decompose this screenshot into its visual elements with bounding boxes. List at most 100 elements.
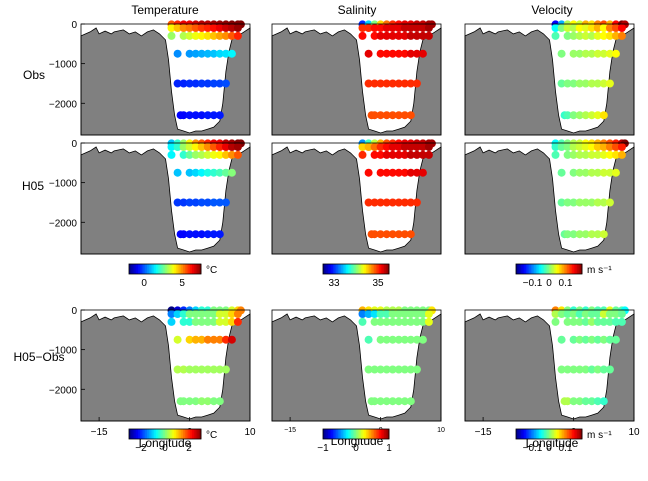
y-tick-label: 0	[71, 306, 77, 317]
colorbar-frame	[322, 428, 390, 440]
data-point	[376, 230, 385, 239]
colorbar-swatch	[351, 429, 354, 439]
column-title-salinity: Salinity	[338, 3, 377, 17]
data-point	[203, 335, 212, 344]
colorbar-salinity-diff: −1 0 1	[317, 428, 392, 454]
data-point	[605, 31, 614, 40]
seafloor-bathymetry	[80, 146, 251, 255]
data-point	[593, 31, 602, 40]
colorbar-swatch	[375, 264, 378, 274]
colorbar-swatch	[532, 429, 535, 439]
colorbar-tick-label: 0	[546, 443, 552, 454]
data-point	[215, 111, 224, 120]
colorbar-tick-label: 1	[386, 443, 392, 454]
data-point	[358, 310, 367, 318]
y-tick-label: −1000	[49, 179, 78, 190]
colorbar-swatch	[532, 264, 535, 274]
data-point	[203, 310, 212, 318]
data-point	[593, 150, 602, 159]
data-point	[394, 365, 403, 374]
colorbar-swatch	[357, 429, 360, 439]
colorbar-swatch	[190, 264, 193, 274]
colorbar-swatch	[184, 429, 187, 439]
colorbar-swatch	[354, 429, 357, 439]
colorbar-swatch	[193, 429, 196, 439]
data-point	[406, 31, 415, 40]
data-point	[575, 335, 584, 344]
panel-velocity-diff: −15010	[464, 306, 640, 438]
data-point	[215, 168, 224, 177]
data-point	[418, 335, 427, 344]
colorbar-swatch	[370, 429, 373, 439]
colorbar-swatch	[341, 429, 344, 439]
data-point	[209, 317, 218, 326]
colorbar-swatch	[553, 264, 556, 274]
data-point	[179, 310, 188, 318]
data-point	[563, 143, 572, 151]
colorbar-swatch	[134, 429, 137, 439]
data-point	[191, 397, 200, 406]
colorbar-swatch	[572, 429, 575, 439]
data-point	[563, 317, 572, 326]
data-point	[394, 150, 403, 159]
data-point	[412, 365, 421, 374]
y-tick-label: −1000	[49, 346, 78, 357]
data-point	[394, 168, 403, 177]
data-point	[593, 198, 602, 207]
data-point	[221, 150, 230, 159]
data-point	[400, 111, 409, 120]
data-point	[203, 111, 212, 120]
data-point	[382, 230, 391, 239]
data-point	[581, 335, 590, 344]
data-point	[233, 143, 242, 151]
colorbar-swatch	[352, 264, 355, 274]
data-point	[605, 49, 614, 58]
colorbar-swatch	[327, 264, 330, 274]
data-point	[382, 168, 391, 177]
colorbar-swatch	[555, 264, 558, 274]
colorbar-swatch	[364, 264, 367, 274]
data-point	[370, 24, 379, 32]
data-point	[191, 79, 200, 88]
data-point	[370, 397, 379, 406]
data-point	[221, 335, 230, 344]
data-point	[400, 24, 409, 32]
data-point	[209, 49, 218, 58]
data-point	[557, 365, 566, 374]
data-point	[382, 143, 391, 151]
data-point	[400, 397, 409, 406]
colorbar-swatch	[199, 264, 202, 274]
colorbar-swatch	[365, 264, 368, 274]
data-point	[382, 24, 391, 32]
y-tick-label: 0	[71, 139, 77, 150]
colorbar-swatch	[147, 264, 150, 274]
data-point	[197, 49, 206, 58]
data-point	[587, 24, 596, 32]
colorbar-tick-label: −0.1	[523, 443, 543, 454]
colorbar-swatch	[337, 264, 340, 274]
data-point	[412, 150, 421, 159]
data-point	[551, 143, 560, 151]
data-point	[394, 310, 403, 318]
data-point	[563, 365, 572, 374]
colorbar-swatch	[161, 264, 164, 274]
colorbar-swatch	[331, 264, 334, 274]
colorbars-layer: 0 5°C33 35 −0.1 0 0.1m s⁻¹−2 0 2°C−1 0 1 −0.1 0 0.1m…	[128, 263, 612, 454]
data-point	[557, 198, 566, 207]
data-point	[376, 150, 385, 159]
colorbar-swatch	[547, 264, 550, 274]
colorbar-swatch	[344, 429, 347, 439]
data-point	[400, 310, 409, 318]
panel-salinity-model	[271, 139, 442, 255]
data-point	[173, 79, 182, 88]
colorbar-swatch	[172, 264, 175, 274]
colorbar-swatch	[132, 264, 135, 274]
colorbar-swatch	[334, 264, 337, 274]
data-point	[197, 365, 206, 374]
colorbar-swatch	[148, 264, 151, 274]
data-point	[376, 317, 385, 326]
data-point	[227, 49, 236, 58]
data-point	[179, 24, 188, 32]
colorbar-tick-label: 0	[162, 443, 168, 454]
data-point	[617, 150, 626, 159]
